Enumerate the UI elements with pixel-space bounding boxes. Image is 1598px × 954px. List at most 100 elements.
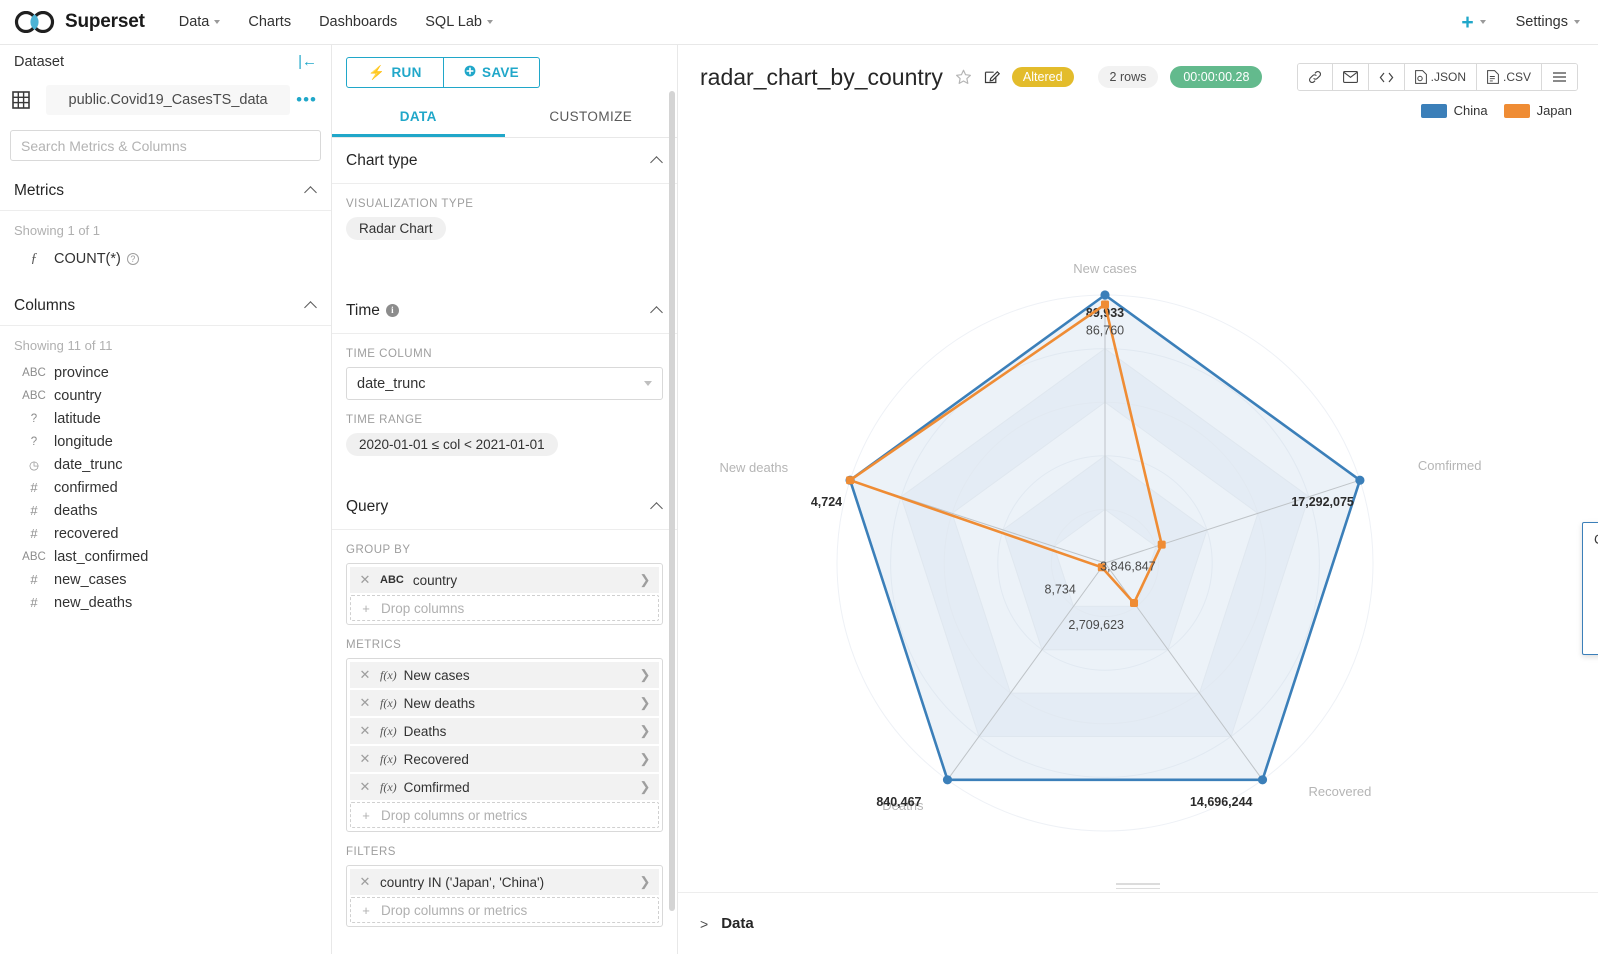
metric-item-count[interactable]: ƒ COUNT(*) ? xyxy=(0,246,331,272)
chevron-down-icon xyxy=(486,20,493,24)
remove-icon[interactable]: ✕ xyxy=(359,779,371,794)
groupby-drop-target[interactable]: + Drop columns xyxy=(350,595,659,621)
legend-item-china[interactable]: China xyxy=(1420,103,1488,118)
chevron-right-icon[interactable]: ❯ xyxy=(639,723,651,738)
time-column-select[interactable]: date_trunc xyxy=(346,367,663,400)
remove-icon[interactable]: ✕ xyxy=(359,667,371,682)
column-item-recovered[interactable]: # recovered xyxy=(0,522,331,545)
column-item-latitude[interactable]: ? latitude xyxy=(0,407,331,430)
code-icon[interactable] xyxy=(1368,64,1405,90)
top-navbar: Superset Data Charts Dashboards SQL Lab … xyxy=(0,0,1598,45)
nav-item-data[interactable]: Data xyxy=(179,14,221,30)
remove-icon[interactable]: ✕ xyxy=(359,751,371,766)
save-button[interactable]: SAVE xyxy=(444,57,540,88)
chevron-right-icon[interactable]: ❯ xyxy=(639,751,651,766)
chart-type-section-header[interactable]: Chart type xyxy=(332,138,677,184)
settings-menu[interactable]: Settings xyxy=(1516,14,1580,30)
search-input[interactable] xyxy=(10,130,321,161)
copy-link-icon[interactable] xyxy=(1297,64,1333,90)
collapse-panel-icon[interactable]: |← xyxy=(298,53,317,70)
info-icon[interactable]: ? xyxy=(126,253,139,265)
filter-drop-target[interactable]: + Drop columns or metrics xyxy=(350,897,659,923)
metric-item[interactable]: ✕ f(x) Deaths ❯ xyxy=(350,718,659,744)
data-panel: > Data xyxy=(678,883,1598,954)
run-button[interactable]: ⚡ RUN xyxy=(346,57,444,88)
tab-data[interactable]: DATA xyxy=(332,100,505,137)
time-range-value[interactable]: 2020-01-01 ≤ col < 2021-01-01 xyxy=(346,433,558,456)
chevron-right-icon[interactable]: ❯ xyxy=(639,667,651,682)
metric-item[interactable]: ✕ f(x) New deaths ❯ xyxy=(350,690,659,716)
column-item-date_trunc[interactable]: ◷ date_trunc xyxy=(0,453,331,476)
export-json-button[interactable]: .JSON xyxy=(1404,64,1477,90)
remove-icon[interactable]: ✕ xyxy=(359,695,371,710)
metric-item[interactable]: ✕ f(x) Comfirmed ❯ xyxy=(350,774,659,800)
edit-pencil-icon[interactable] xyxy=(984,69,1000,85)
dataset-name[interactable]: public.Covid19_CasesTS_data xyxy=(46,85,291,115)
status-badge[interactable]: Altered xyxy=(1011,67,1074,87)
chart-type-title: Chart type xyxy=(346,151,418,169)
remove-icon[interactable]: ✕ xyxy=(359,572,371,587)
column-item-new_deaths[interactable]: # new_deaths xyxy=(0,591,331,614)
legend-label: China xyxy=(1453,103,1488,118)
visualization-type-value[interactable]: Radar Chart xyxy=(346,217,446,240)
filters-label: FILTERS xyxy=(346,846,396,858)
radar-chart[interactable]: New cases Comfirmed Recovered Deaths New dea… xyxy=(678,118,1598,892)
dataset-more-icon[interactable]: ••• xyxy=(296,90,317,109)
time-column-value: date_trunc xyxy=(357,375,426,392)
superset-logo-icon xyxy=(14,11,56,33)
radar-series-japan[interactable] xyxy=(846,300,1166,608)
drop-placeholder: Drop columns or metrics xyxy=(381,807,528,823)
remove-icon[interactable]: ✕ xyxy=(359,874,371,889)
more-menu-icon[interactable] xyxy=(1542,64,1577,90)
control-panel-scroll: Chart type VISUALIZATION TYPE Radar Char… xyxy=(332,138,677,954)
column-item-new_cases[interactable]: # new_cases xyxy=(0,568,331,591)
columns-section-header[interactable]: Columns xyxy=(0,286,331,326)
column-item-longitude[interactable]: ? longitude xyxy=(0,430,331,453)
nav-item-charts[interactable]: Charts xyxy=(248,14,291,30)
radar-chart-svg[interactable]: New cases Comfirmed Recovered Deaths New dea… xyxy=(678,118,1596,878)
function-icon: f(x) xyxy=(380,695,397,710)
column-item-deaths[interactable]: # deaths xyxy=(0,499,331,522)
column-type-icon: ABC xyxy=(22,389,46,402)
chevron-right-icon[interactable]: ❯ xyxy=(639,874,651,889)
column-item-confirmed[interactable]: # confirmed xyxy=(0,476,331,499)
legend-item-japan[interactable]: Japan xyxy=(1503,103,1572,118)
nav-item-dashboards[interactable]: Dashboards xyxy=(319,14,397,30)
time-section-header[interactable]: Time i xyxy=(332,288,677,334)
metric-label: New deaths xyxy=(403,695,475,711)
chevron-right-icon[interactable]: ❯ xyxy=(639,572,651,587)
bolt-icon: ⚡ xyxy=(368,64,386,80)
column-label: latitude xyxy=(54,410,101,427)
data-panel-toggle[interactable]: > Data xyxy=(700,915,754,932)
function-icon: f(x) xyxy=(380,723,397,738)
tab-customize[interactable]: CUSTOMIZE xyxy=(549,109,633,124)
remove-icon[interactable]: ✕ xyxy=(359,723,371,738)
export-csv-button[interactable]: .CSV xyxy=(1476,64,1542,90)
csv-label: .CSV xyxy=(1502,70,1531,84)
column-item-last_confirmed[interactable]: ABC last_confirmed xyxy=(0,545,331,568)
query-time-badge: 00:00:00.28 xyxy=(1170,66,1263,88)
new-item-button[interactable]: + xyxy=(1461,12,1486,33)
metric-item[interactable]: ✕ f(x) Recovered ❯ xyxy=(350,746,659,772)
column-label: new_cases xyxy=(54,571,127,588)
column-item-country[interactable]: ABC country xyxy=(0,384,331,407)
chevron-right-icon[interactable]: ❯ xyxy=(639,695,651,710)
brand-logo-group[interactable]: Superset xyxy=(14,11,145,33)
info-icon[interactable]: i xyxy=(385,304,399,317)
group-by-field: GROUP BY ✕ ABC country ❯ + Drop columns xyxy=(332,530,677,625)
drag-handle[interactable] xyxy=(1116,883,1160,889)
query-section-header[interactable]: Query xyxy=(332,484,677,530)
metric-item[interactable]: ✕ f(x) New cases ❯ xyxy=(350,662,659,688)
chevron-right-icon[interactable]: ❯ xyxy=(639,779,651,794)
column-item-province[interactable]: ABC province xyxy=(0,361,331,384)
radar-series-china[interactable] xyxy=(845,290,1365,785)
column-label: country xyxy=(54,387,102,404)
control-panel-scrollbar[interactable] xyxy=(669,91,675,911)
metric-drop-target[interactable]: + Drop columns or metrics xyxy=(350,802,659,828)
nav-item-sql-lab[interactable]: SQL Lab xyxy=(425,14,493,30)
groupby-item[interactable]: ✕ ABC country ❯ xyxy=(350,567,659,593)
email-icon[interactable] xyxy=(1332,64,1369,90)
filter-item[interactable]: ✕ country IN ('Japan', 'China') ❯ xyxy=(350,869,659,895)
favorite-star-icon[interactable] xyxy=(955,69,972,86)
metrics-section-header[interactable]: Metrics xyxy=(0,171,331,211)
